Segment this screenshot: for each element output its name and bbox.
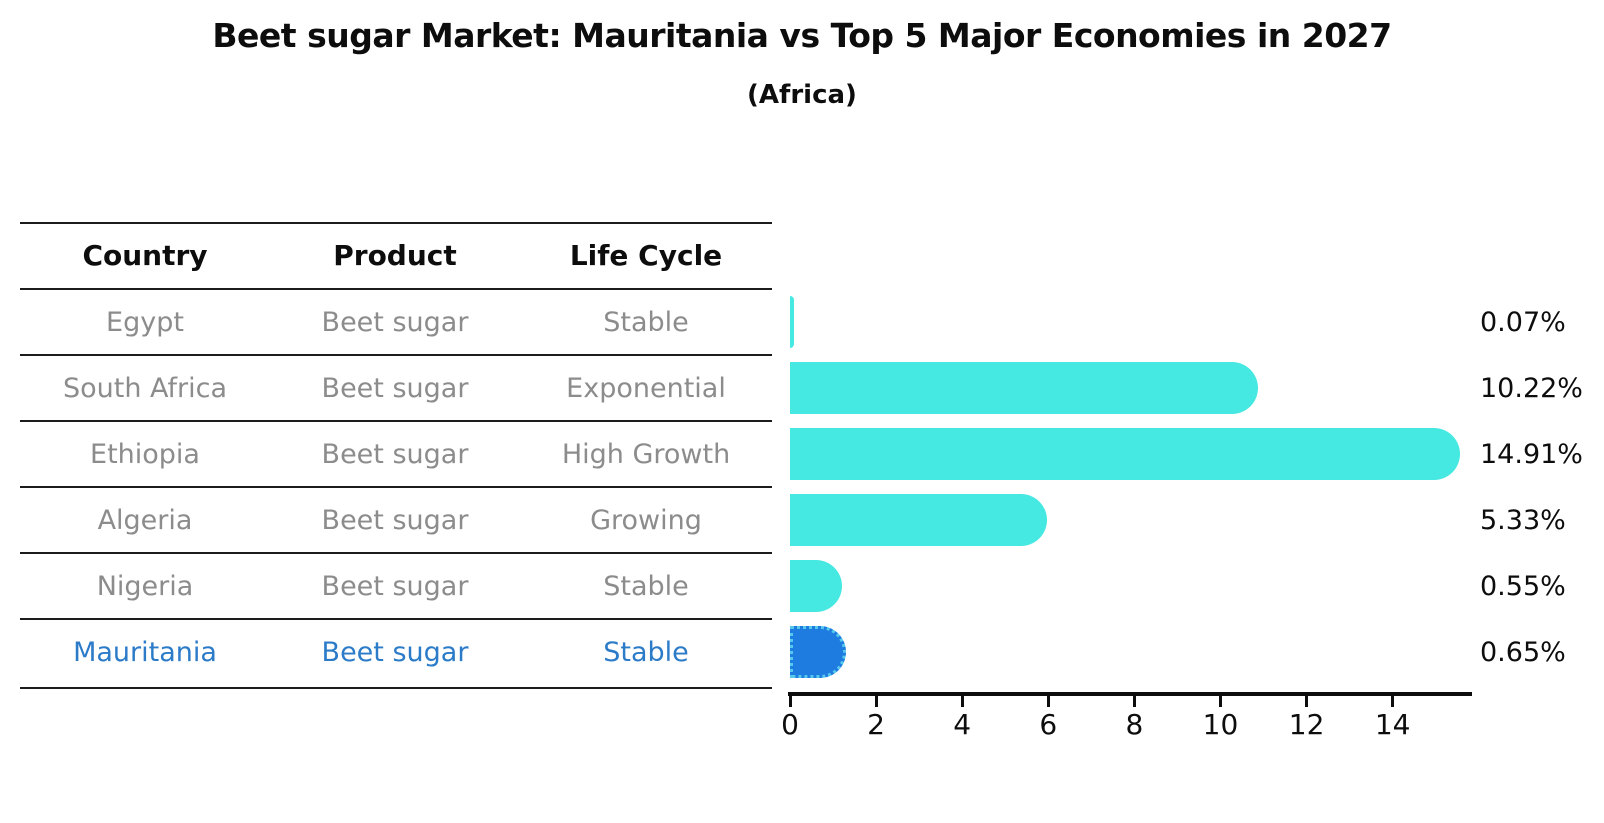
table-cell-country: South Africa bbox=[62, 372, 228, 404]
table-row-separator bbox=[20, 552, 772, 554]
x-tick-label: 2 bbox=[867, 708, 885, 741]
x-axis-tick bbox=[788, 696, 792, 707]
bar-mauritania-highlighted bbox=[790, 626, 846, 678]
table-cell-life-cycle-highlighted: Stable bbox=[603, 636, 689, 668]
table-bottom-border bbox=[20, 687, 772, 689]
table-cell-product-highlighted: Beet sugar bbox=[321, 636, 469, 668]
table-header-separator bbox=[20, 288, 772, 290]
chart-title: Beet sugar Market: Mauritania vs Top 5 M… bbox=[212, 16, 1392, 55]
table-row-separator bbox=[20, 618, 772, 620]
table-cell-country: Ethiopia bbox=[90, 438, 200, 470]
bar-value-label: 14.91% bbox=[1480, 438, 1583, 470]
table-row-separator bbox=[20, 486, 772, 488]
bar-algeria bbox=[790, 494, 1048, 546]
table-header-country: Country bbox=[82, 238, 208, 272]
table-cell-life-cycle: Exponential bbox=[566, 372, 726, 404]
table-cell-product: Beet sugar bbox=[321, 306, 469, 338]
bar-value-label: 10.22% bbox=[1480, 372, 1583, 404]
table-cell-product: Beet sugar bbox=[321, 438, 469, 470]
bar-egypt bbox=[790, 296, 794, 348]
x-tick-label: 4 bbox=[953, 708, 972, 741]
x-axis-tick bbox=[1132, 696, 1136, 707]
x-axis-tick bbox=[1305, 696, 1309, 707]
x-axis-tick bbox=[1391, 696, 1395, 707]
x-axis-tick bbox=[960, 696, 964, 707]
x-tick-label: 14 bbox=[1374, 708, 1411, 741]
x-axis-line bbox=[788, 692, 1472, 696]
bar-value-label: 5.33% bbox=[1480, 504, 1566, 536]
chart-subtitle: (Africa) bbox=[747, 80, 857, 110]
table-cell-country: Algeria bbox=[97, 504, 193, 536]
x-axis-tick bbox=[874, 696, 878, 707]
table-cell-product: Beet sugar bbox=[321, 372, 469, 404]
table-cell-life-cycle: High Growth bbox=[561, 438, 731, 470]
table-row-separator bbox=[20, 420, 772, 422]
x-axis-tick bbox=[1046, 696, 1050, 707]
bar-nigeria bbox=[790, 560, 842, 612]
table-cell-country: Egypt bbox=[106, 306, 184, 338]
x-tick-label: 6 bbox=[1039, 708, 1058, 741]
bar-south-africa bbox=[790, 362, 1258, 414]
table-row-separator bbox=[20, 354, 772, 356]
x-axis-tick bbox=[1219, 696, 1222, 707]
table-cell-life-cycle: Growing bbox=[590, 504, 702, 536]
table-cell-life-cycle: Stable bbox=[603, 306, 689, 338]
table-top-border bbox=[20, 222, 772, 224]
x-tick-label: 12 bbox=[1288, 708, 1325, 741]
table-cell-product: Beet sugar bbox=[321, 570, 469, 602]
table-cell-product: Beet sugar bbox=[321, 504, 469, 536]
table-header-product: Product bbox=[333, 238, 457, 272]
table-header-life-cycle: Life Cycle bbox=[569, 238, 723, 272]
bar-value-label: 0.07% bbox=[1480, 306, 1566, 338]
table-cell-country-highlighted: Mauritania bbox=[73, 636, 217, 668]
bar-value-label: 0.65% bbox=[1480, 636, 1566, 668]
table-cell-life-cycle: Stable bbox=[603, 570, 689, 602]
bar-value-label: 0.55% bbox=[1480, 570, 1566, 602]
bar-ethiopia bbox=[790, 428, 1460, 480]
x-tick-label: 10 bbox=[1202, 708, 1239, 741]
x-tick-label: 8 bbox=[1125, 708, 1144, 741]
x-tick-label: 0 bbox=[781, 708, 799, 741]
table-cell-country: Nigeria bbox=[96, 570, 194, 602]
